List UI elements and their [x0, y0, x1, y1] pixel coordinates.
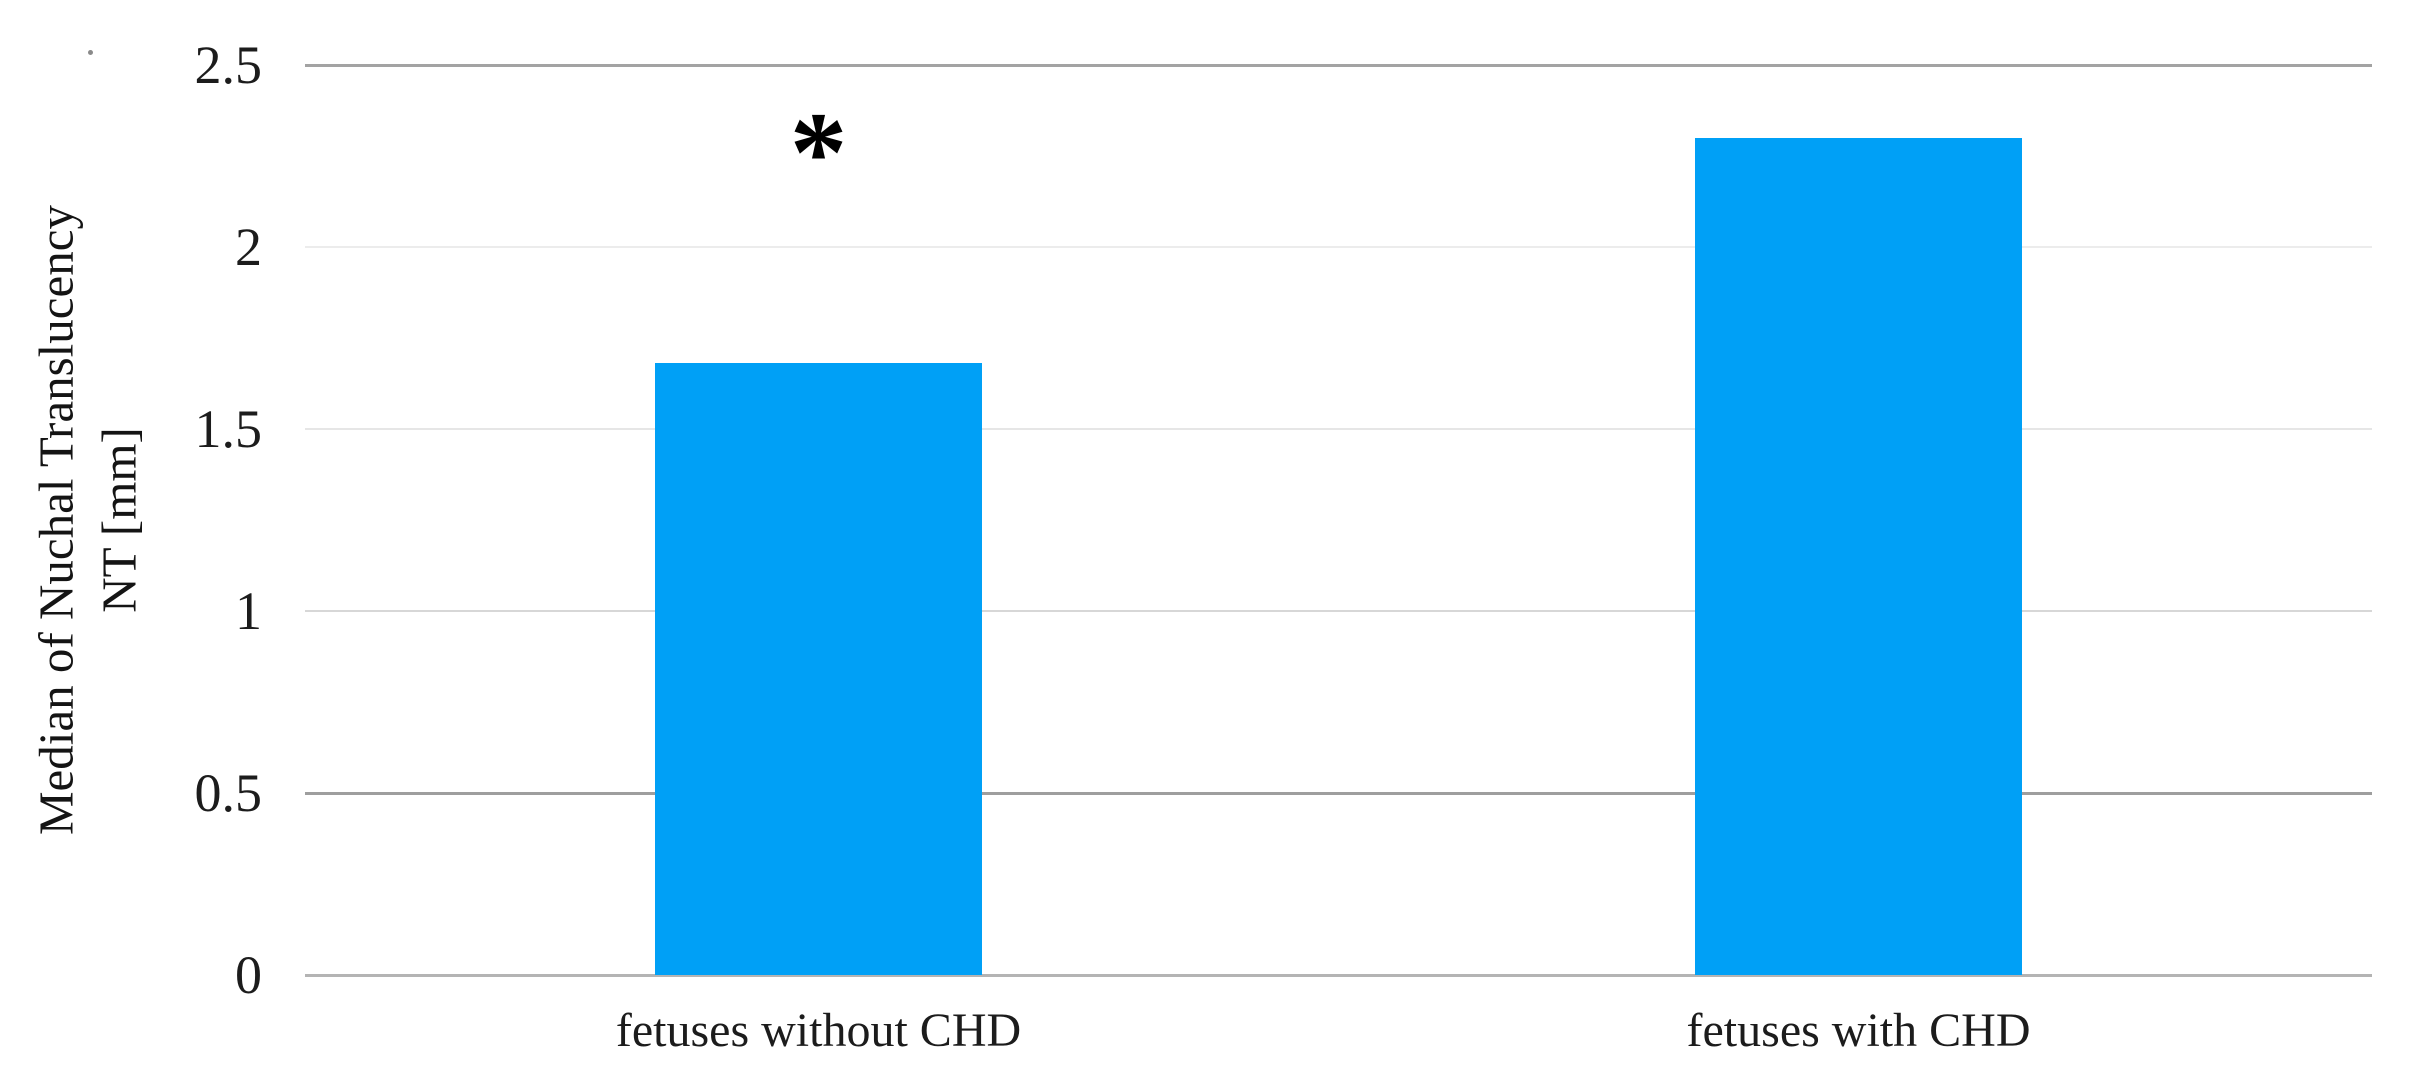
bar-0	[655, 363, 982, 975]
y-axis-title-line1: Median of Nuchal Translucency	[28, 204, 84, 836]
y-axis-title-line2: NT [mm]	[91, 427, 146, 613]
gridline-y-1	[305, 610, 2372, 612]
y-tick-label-1.5: 1.5	[194, 399, 263, 459]
gridline-y-2.5	[305, 63, 2372, 67]
x-category-label-1: fetuses with CHD	[1686, 1004, 2031, 1057]
y-tick-label-2: 2	[235, 217, 262, 277]
y-tick-label-1: 1	[235, 581, 262, 641]
artifact-dot	[88, 50, 93, 55]
y-tick-label-2.5: 2.5	[194, 35, 263, 95]
y-tick-label-0.5: 0.5	[194, 763, 263, 823]
y-tick-label-0: 0	[235, 945, 262, 1005]
gridline-y-1.5	[305, 428, 2372, 430]
x-category-label-0: fetuses without CHD	[615, 1004, 1022, 1057]
gridline-y-0.5	[305, 791, 2372, 795]
gridline-y-0	[305, 973, 2372, 977]
gridline-y-2	[305, 246, 2372, 248]
bar-1	[1695, 137, 2022, 975]
plot-area: *	[305, 63, 2372, 977]
y-axis-title: Median of Nuchal Translucency NT [mm]	[25, 205, 150, 835]
significance-asterisk: *	[789, 89, 848, 216]
